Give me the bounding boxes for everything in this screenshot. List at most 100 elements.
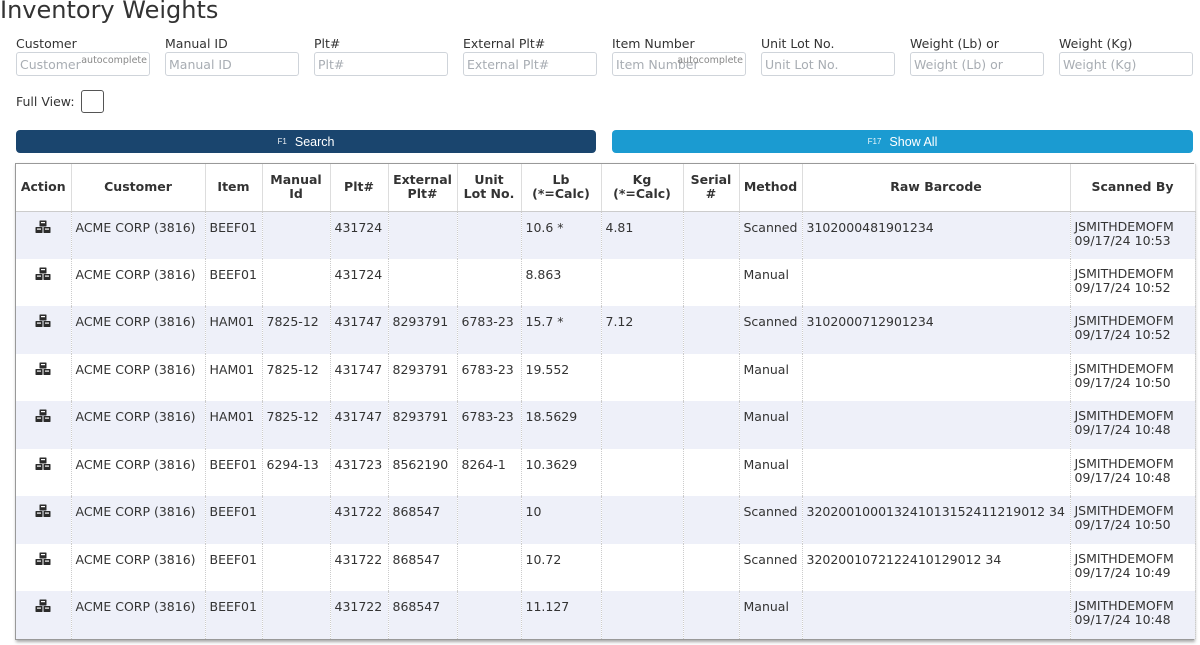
row-action-cell[interactable] xyxy=(16,353,72,401)
cell-method: Manual xyxy=(739,591,803,639)
cell-kg xyxy=(601,591,684,639)
row-action-cell[interactable] xyxy=(16,401,72,449)
cell-manual-id xyxy=(262,258,331,306)
table-row[interactable]: ACME CORP (3816) BEEF01 6294-13 431723 85621… xyxy=(16,448,1196,496)
cell-unit-lot xyxy=(457,258,522,306)
cell-barcode: 320200100013241013152411219012 34 xyxy=(802,496,1071,544)
column-header[interactable]: Serial # xyxy=(683,164,740,212)
filter-input[interactable] xyxy=(613,53,745,75)
cell-lb: 19.552 xyxy=(521,353,602,401)
page-title: Inventory Weights xyxy=(0,0,219,24)
filter-input-box xyxy=(1059,52,1193,76)
cell-serial xyxy=(683,401,740,449)
filter-input[interactable] xyxy=(315,53,447,75)
cell-barcode xyxy=(802,258,1071,306)
column-header[interactable]: Unit Lot No. xyxy=(457,164,522,212)
column-header[interactable]: Item xyxy=(205,164,263,212)
row-action-cell[interactable] xyxy=(16,543,72,591)
column-header[interactable]: Lb (*=Calc) xyxy=(521,164,602,212)
column-header-text: Unit xyxy=(474,172,504,188)
pallet-boxes-icon[interactable] xyxy=(35,504,51,521)
column-header-text: Id xyxy=(289,186,303,202)
pallet-boxes-icon[interactable] xyxy=(35,362,51,379)
cell-ext-plt: 868547 xyxy=(388,496,458,544)
cell-method: Scanned xyxy=(739,496,803,544)
row-action-cell[interactable] xyxy=(16,258,72,306)
cell-method: Scanned xyxy=(739,211,803,259)
row-action-cell[interactable] xyxy=(16,211,72,259)
filter-input[interactable] xyxy=(464,53,596,75)
column-header-text: Raw Barcode xyxy=(890,179,982,195)
cell-lb: 11.127 xyxy=(521,591,602,639)
filter-input[interactable] xyxy=(166,53,298,75)
scanned-by-time: 09/17/24 10:48 xyxy=(1074,612,1171,627)
inventory-weights-table: Action Customer Item Manual Id Plt# External Pl… xyxy=(15,163,1196,640)
scanned-by-user: JSMITHDEMOFM xyxy=(1074,550,1174,566)
cell-plt: 431747 xyxy=(330,353,389,401)
row-action-cell[interactable] xyxy=(16,306,72,354)
row-action-cell[interactable] xyxy=(16,496,72,544)
cell-customer: ACME CORP (3816) xyxy=(71,591,206,639)
pallet-boxes-icon[interactable] xyxy=(35,552,51,569)
cell-barcode xyxy=(802,448,1071,496)
pallet-boxes-icon[interactable] xyxy=(35,457,51,474)
pallet-boxes-icon[interactable] xyxy=(35,599,51,616)
cell-kg xyxy=(601,258,684,306)
cell-plt: 431747 xyxy=(330,306,389,354)
table-row[interactable]: ACME CORP (3816) BEEF01 431722 868547 11.127… xyxy=(16,591,1196,639)
column-header[interactable]: Plt# xyxy=(330,164,389,212)
cell-item: BEEF01 xyxy=(205,448,263,496)
cell-serial xyxy=(683,591,740,639)
filter-input-box xyxy=(910,52,1044,76)
column-header-text: (*=Calc) xyxy=(532,186,590,202)
pallet-boxes-icon[interactable] xyxy=(35,220,51,237)
pallet-boxes-icon[interactable] xyxy=(35,314,51,331)
column-header[interactable]: Action xyxy=(16,164,72,212)
row-action-cell[interactable] xyxy=(16,448,72,496)
pallet-boxes-icon[interactable] xyxy=(35,267,51,284)
column-header[interactable]: Manual Id xyxy=(262,164,331,212)
show-all-button[interactable]: F17 Show All xyxy=(612,130,1193,153)
column-header-text: Method xyxy=(743,179,798,195)
column-header[interactable]: Customer xyxy=(71,164,206,212)
scanned-by-time: 09/17/24 10:50 xyxy=(1074,374,1171,390)
table-row[interactable]: ACME CORP (3816) HAM01 7825-12 431747 829379… xyxy=(16,401,1196,449)
column-header[interactable]: External Plt# xyxy=(388,164,458,212)
column-header[interactable]: Scanned By xyxy=(1070,164,1196,212)
column-header[interactable]: Kg (*=Calc) xyxy=(601,164,684,212)
filter-label: Plt# xyxy=(314,36,341,51)
table-row[interactable]: ACME CORP (3816) HAM01 7825-12 431747 829379… xyxy=(16,306,1196,354)
filter-input[interactable] xyxy=(911,53,1043,75)
column-header-text: Lb xyxy=(552,172,570,188)
cell-manual-id: 7825-12 xyxy=(262,306,331,354)
cell-manual-id: 6294-13 xyxy=(262,448,331,496)
cell-plt: 431724 xyxy=(330,258,389,306)
row-action-cell[interactable] xyxy=(16,591,72,639)
table-row[interactable]: ACME CORP (3816) BEEF01 431724 10.6 * 4.81 Sc… xyxy=(16,211,1196,259)
cell-unit-lot: 8264-1 xyxy=(457,448,522,496)
filter-input[interactable] xyxy=(17,53,149,75)
table-header-row: Action Customer Item Manual Id Plt# External Pl… xyxy=(16,164,1196,212)
filter-input-box xyxy=(314,52,448,76)
table-row[interactable]: ACME CORP (3816) BEEF01 431722 868547 10.72 S… xyxy=(16,543,1196,591)
search-button[interactable]: F1 Search xyxy=(16,130,596,153)
filter-label: Unit Lot No. xyxy=(761,36,835,51)
cell-serial xyxy=(683,353,740,401)
full-view-checkbox[interactable] xyxy=(80,90,104,113)
table-row[interactable]: ACME CORP (3816) BEEF01 431724 8.863 Manual J… xyxy=(16,258,1196,306)
cell-barcode: 3102000712901234 xyxy=(802,306,1071,354)
cell-customer: ACME CORP (3816) xyxy=(71,306,206,354)
cell-customer: ACME CORP (3816) xyxy=(71,211,206,259)
table-row[interactable]: ACME CORP (3816) HAM01 7825-12 431747 829379… xyxy=(16,353,1196,401)
pallet-boxes-icon[interactable] xyxy=(35,409,51,426)
cell-kg: 7.12 xyxy=(601,306,684,354)
column-header[interactable]: Method xyxy=(739,164,803,212)
filter-input[interactable] xyxy=(762,53,894,75)
filter-input[interactable] xyxy=(1060,53,1192,75)
cell-ext-plt: 8293791 xyxy=(388,353,458,401)
column-header[interactable]: Raw Barcode xyxy=(802,164,1071,212)
table-row[interactable]: ACME CORP (3816) BEEF01 431722 868547 10 Scan… xyxy=(16,496,1196,544)
cell-barcode: 3102000481901234 xyxy=(802,211,1071,259)
